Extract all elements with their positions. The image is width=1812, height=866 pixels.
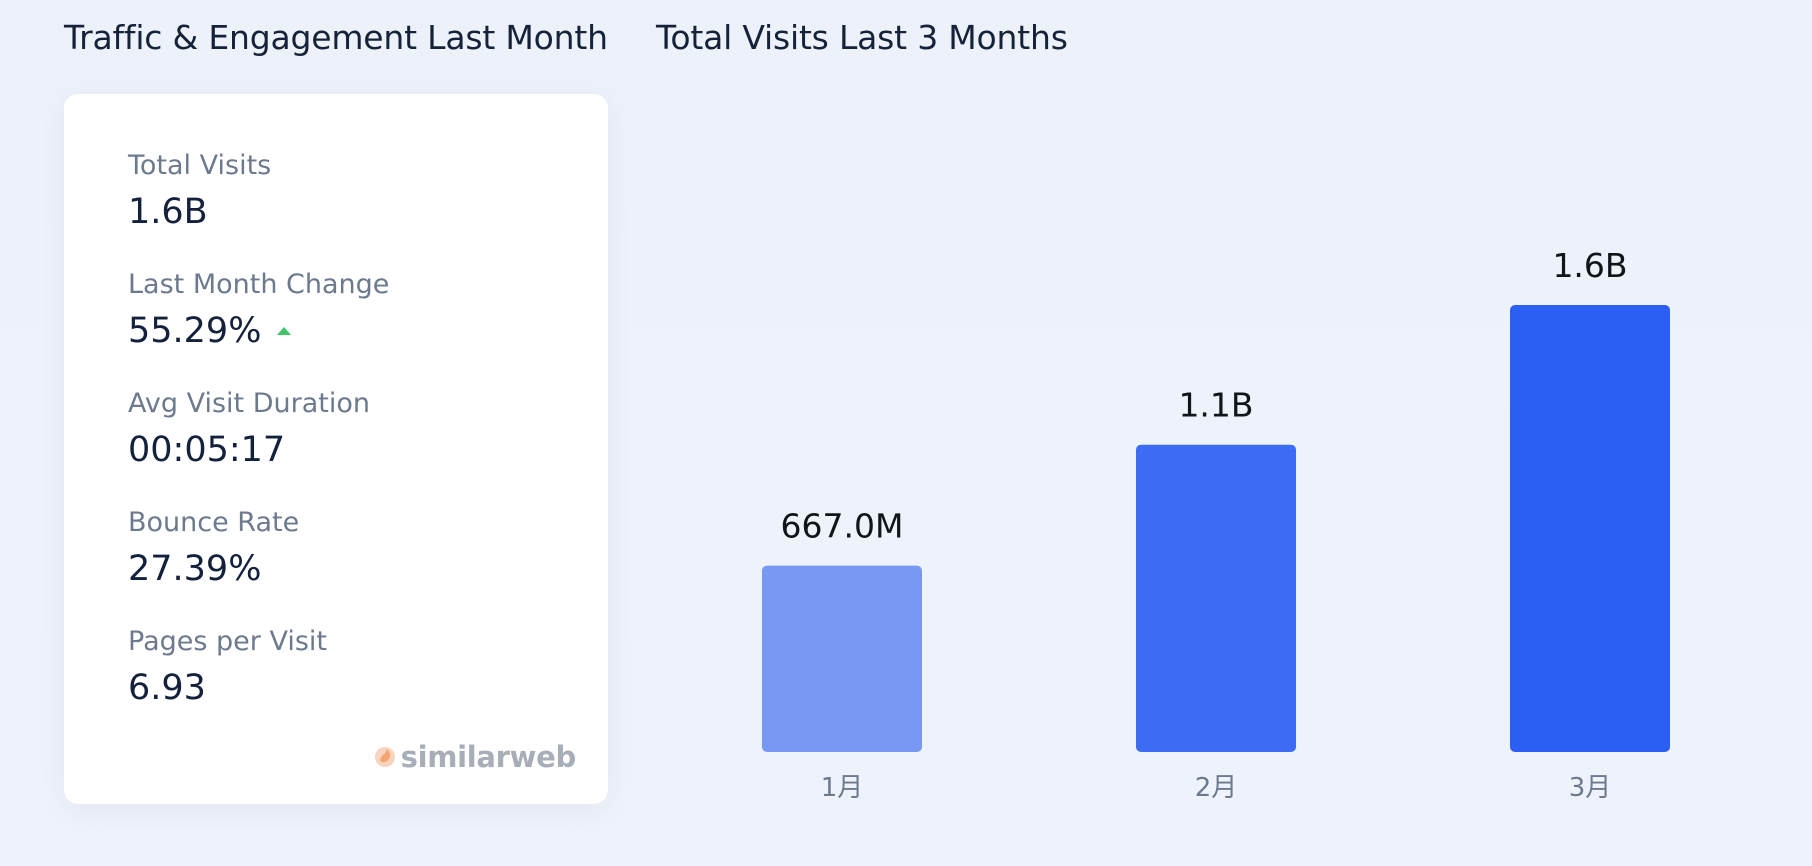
x-tick-label: 1月 (821, 773, 864, 803)
metric-value: 27.39% (128, 549, 299, 589)
similarweb-logo[interactable]: similarweb (373, 740, 576, 774)
metric-label: Total Visits (128, 150, 272, 181)
total-visits-chart-title: Total Visits Last 3 Months (656, 18, 1068, 57)
metric-value-text: 55.29% (128, 311, 262, 351)
bar-2[interactable] (1136, 444, 1296, 752)
bar-3[interactable] (1510, 305, 1670, 752)
bar-1[interactable] (762, 565, 922, 752)
similarweb-logo-icon (374, 747, 395, 767)
metric-value: 1.6B (128, 192, 271, 232)
traffic-engagement-title: Traffic & Engagement Last Month (64, 18, 608, 57)
metric-value: 00:05:17 (128, 430, 370, 470)
metric-pages-per-visit: Pages per Visit 6.93 (128, 626, 327, 708)
metric-total-visits: Total Visits 1.6B (128, 150, 271, 232)
metric-label: Avg Visit Duration (128, 388, 370, 419)
metric-value-text: 6.93 (128, 668, 206, 708)
metric-last-month-change: Last Month Change 55.29% (128, 269, 389, 351)
similarweb-brand-text: similarweb (400, 740, 577, 774)
metric-label: Bounce Rate (128, 507, 300, 538)
bar-value-label: 1.6B (1552, 246, 1627, 285)
metric-avg-visit-duration: Avg Visit Duration 00:05:17 (128, 388, 370, 470)
metric-value-text: 1.6B (128, 192, 208, 232)
x-tick-label: 2月 (1195, 773, 1238, 803)
x-tick-label: 3月 (1569, 773, 1612, 803)
metric-label: Pages per Visit (128, 626, 327, 657)
metric-value-text: 27.39% (128, 549, 262, 589)
engagement-card: Total Visits 1.6B Last Month Change 55.2… (64, 94, 608, 804)
metric-label: Last Month Change (128, 269, 390, 300)
trend-up-icon (277, 327, 292, 335)
metric-value: 6.93 (128, 668, 327, 708)
metric-value: 55.29% (128, 311, 389, 351)
bar-value-label: 667.0M (781, 507, 904, 546)
bar-value-label: 1.1B (1178, 386, 1253, 425)
metric-bounce-rate: Bounce Rate 27.39% (128, 507, 299, 589)
metric-value-text: 00:05:17 (128, 430, 286, 470)
total-visits-bar-chart: 667.0M 1月 1.1B 2月 1.6B 3月 (762, 246, 1670, 803)
